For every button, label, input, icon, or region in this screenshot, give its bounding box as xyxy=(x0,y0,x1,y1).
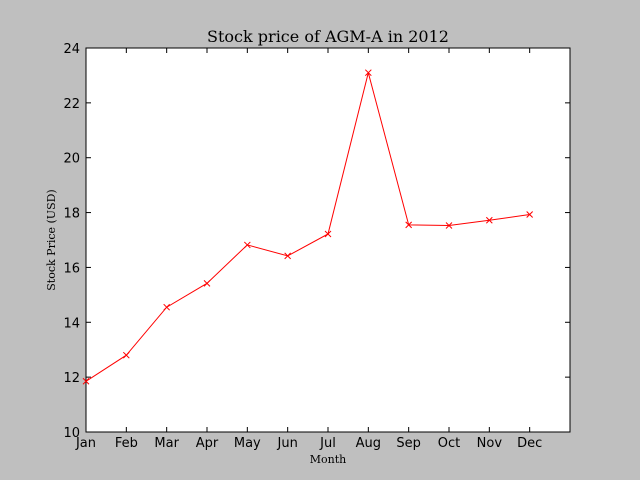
y-axis-ticks: 10 12 14 16 18 20 22 24 xyxy=(63,42,570,441)
data-point-marker xyxy=(526,211,534,218)
x-tick-label: Dec xyxy=(517,436,542,451)
y-tick-label: 18 xyxy=(63,207,80,222)
x-tick-label: Sep xyxy=(396,436,421,451)
x-tick-label: Feb xyxy=(115,436,138,451)
y-tick-label: 22 xyxy=(63,97,80,112)
x-tick-label: Aug xyxy=(356,436,381,451)
y-tick-label: 20 xyxy=(63,152,80,167)
series-line xyxy=(85,72,530,382)
y-tick-label: 10 xyxy=(63,426,80,441)
y-axis-label: Stock Price (USD) xyxy=(45,189,58,290)
data-point-marker xyxy=(122,351,130,359)
data-point-marker xyxy=(284,252,292,260)
x-tick-label: Jun xyxy=(277,436,298,451)
x-axis-ticks: Jan Feb Mar Apr May Jun Jul Aug Sep Oct Nov Dec xyxy=(75,48,542,451)
y-tick-label: 12 xyxy=(63,371,80,386)
x-tick-label: May xyxy=(234,436,261,451)
plot-area xyxy=(85,47,571,433)
x-tick-label: Oct xyxy=(438,436,460,451)
x-axis-label: Month xyxy=(310,453,346,466)
data-point-marker xyxy=(82,377,90,385)
y-tick-label: 14 xyxy=(63,316,80,331)
data-point-marker xyxy=(243,241,251,249)
data-point-marker xyxy=(485,216,493,224)
data-point-marker xyxy=(203,279,211,287)
series-markers xyxy=(82,69,534,385)
data-point-marker xyxy=(324,230,332,238)
x-tick-label: Jul xyxy=(319,436,336,451)
chart-title: Stock price of AGM-A in 2012 xyxy=(207,27,449,46)
data-point-marker xyxy=(405,221,413,229)
y-tick-label: 24 xyxy=(63,42,80,57)
x-tick-label: Jan xyxy=(75,436,96,451)
data-point-marker xyxy=(163,303,171,311)
x-tick-label: Apr xyxy=(196,436,219,451)
x-tick-label: Mar xyxy=(154,436,179,451)
data-point-marker xyxy=(445,222,453,229)
data-point-marker xyxy=(364,69,372,77)
x-tick-label: Nov xyxy=(477,436,503,451)
y-tick-label: 16 xyxy=(63,261,80,276)
